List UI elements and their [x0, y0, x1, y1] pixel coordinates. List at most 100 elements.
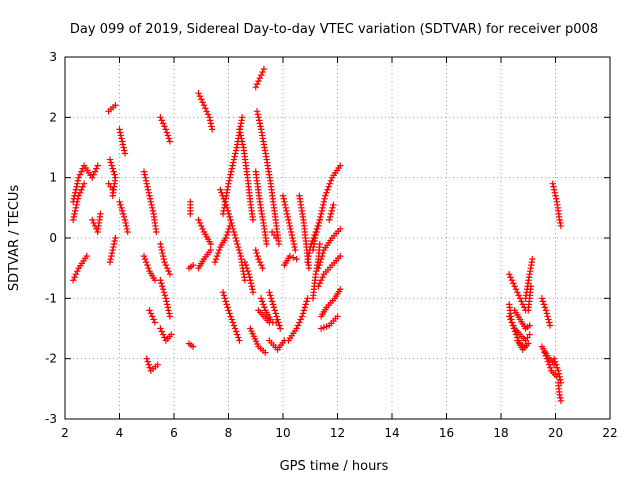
data-point — [118, 204, 125, 212]
data-point — [540, 301, 548, 308]
x-axis-label: GPS time / hours — [280, 459, 389, 474]
data-point — [282, 204, 289, 212]
data-point — [166, 310, 173, 317]
data-point — [228, 219, 235, 227]
data-point — [249, 286, 256, 293]
data-point — [254, 111, 261, 118]
data-point — [148, 201, 155, 209]
data-point — [322, 192, 329, 199]
data-point — [542, 307, 550, 314]
data-point — [337, 286, 344, 293]
x-tick-label: 4 — [116, 426, 124, 440]
data-point — [244, 267, 252, 275]
data-point — [557, 394, 564, 402]
data-point — [227, 171, 234, 178]
y-tick-label: 2 — [49, 110, 57, 124]
data-point — [226, 310, 233, 317]
data-point — [277, 325, 284, 332]
data-point — [543, 310, 550, 317]
data-point — [255, 114, 262, 121]
data-point — [207, 246, 214, 254]
data-point — [159, 331, 167, 338]
data-point — [253, 80, 261, 88]
data-point — [316, 216, 323, 224]
data-point — [206, 117, 214, 124]
data-point — [120, 144, 127, 151]
data-point — [157, 325, 164, 332]
data-point — [147, 198, 155, 205]
data-point — [78, 168, 85, 175]
data-point — [231, 231, 239, 239]
data-point — [160, 255, 167, 263]
data-point — [159, 286, 167, 293]
data-point — [512, 286, 520, 293]
data-point — [283, 210, 291, 218]
data-point — [74, 198, 81, 205]
data-point — [230, 159, 237, 166]
data-point — [272, 234, 280, 242]
data-point — [207, 120, 214, 127]
data-point — [232, 150, 239, 157]
data-point — [279, 192, 287, 199]
data-point — [326, 216, 333, 224]
data-point — [508, 319, 516, 326]
data-point — [111, 237, 118, 245]
data-point — [211, 258, 219, 266]
y-tick-label: -1 — [45, 291, 57, 305]
data-point — [76, 171, 84, 178]
data-point — [69, 277, 77, 284]
data-point — [202, 105, 209, 112]
data-point — [219, 289, 227, 296]
data-point — [258, 71, 265, 79]
data-point — [288, 231, 296, 239]
data-point — [301, 304, 308, 311]
data-point — [260, 65, 268, 73]
data-point — [143, 258, 150, 266]
data-point — [228, 168, 235, 175]
x-tick-label: 8 — [225, 426, 233, 440]
data-point — [142, 174, 149, 181]
data-point — [527, 283, 535, 290]
data-point — [316, 240, 323, 248]
data-point — [552, 361, 560, 368]
data-point — [144, 186, 152, 193]
data-point — [72, 207, 79, 215]
data-point — [262, 349, 269, 356]
data-point — [109, 165, 116, 172]
data-point — [122, 219, 129, 227]
data-point — [146, 195, 154, 202]
data-point — [208, 126, 216, 133]
data-point — [120, 213, 128, 221]
data-point — [161, 123, 168, 130]
data-point — [212, 255, 220, 263]
data-point — [259, 68, 266, 76]
data-point — [236, 337, 243, 344]
data-point — [318, 207, 326, 215]
data-point — [143, 355, 150, 362]
data-point — [195, 90, 202, 97]
data-point — [317, 277, 325, 284]
data-point — [546, 322, 554, 329]
data-point — [90, 171, 97, 178]
data-point — [165, 267, 172, 275]
data-point — [73, 183, 80, 190]
data-point — [72, 186, 80, 193]
data-point — [316, 261, 323, 269]
data-point — [207, 240, 214, 248]
data-point — [549, 180, 556, 187]
data-point — [256, 120, 264, 127]
data-point — [165, 307, 172, 314]
data-point — [337, 162, 344, 169]
data-point — [298, 313, 306, 320]
data-point — [79, 183, 86, 190]
data-point — [231, 325, 239, 332]
data-point — [557, 219, 564, 227]
data-point — [217, 186, 224, 193]
data-point — [550, 186, 558, 193]
data-point — [220, 195, 227, 202]
data-point — [556, 216, 563, 224]
data-point — [119, 207, 126, 215]
data-point — [538, 295, 546, 302]
data-point — [507, 316, 514, 323]
